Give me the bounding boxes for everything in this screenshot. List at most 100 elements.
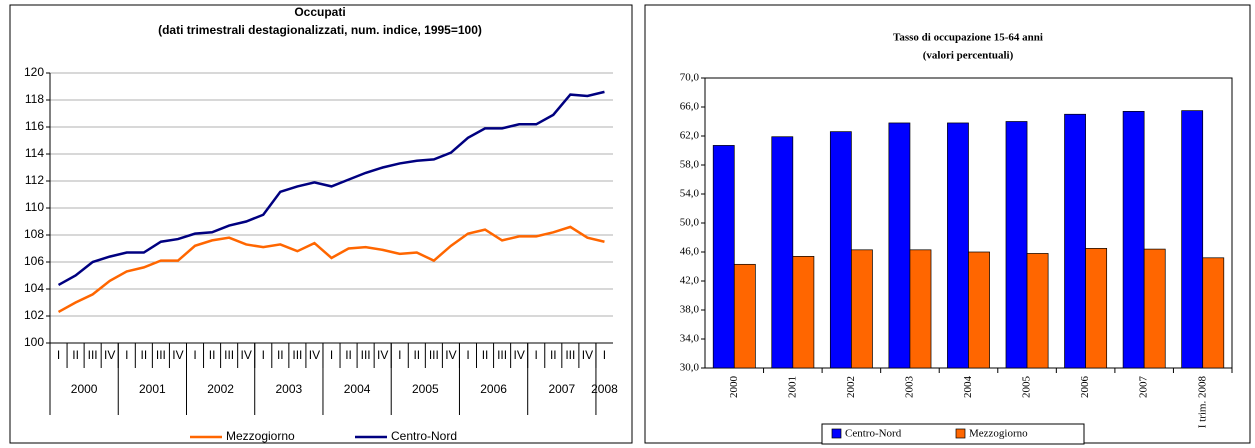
bar bbox=[712, 145, 735, 369]
x-tick-label: I trim. 2008 bbox=[1196, 376, 1208, 429]
x-tick-label: III bbox=[565, 348, 575, 362]
y-tick-label: 110 bbox=[25, 200, 44, 214]
x-tick-label: I bbox=[535, 348, 538, 362]
year-label: 2001 bbox=[139, 382, 166, 396]
x-tick-label: IV bbox=[241, 348, 252, 362]
x-tick-label: II bbox=[140, 348, 147, 362]
legend-box bbox=[821, 423, 1085, 445]
year-label: 2000 bbox=[71, 382, 98, 396]
legend-label: Centro-Nord bbox=[845, 428, 902, 440]
x-tick-label: II bbox=[482, 348, 489, 362]
x-tick-label: 2003 bbox=[903, 376, 915, 399]
y-tick-label: 108 bbox=[24, 227, 44, 241]
bar bbox=[1122, 110, 1145, 369]
x-tick-label: I bbox=[262, 348, 265, 362]
y-tick-label: 100 bbox=[24, 335, 44, 349]
x-tick-label: IV bbox=[309, 348, 320, 362]
x-tick-label: IV bbox=[172, 348, 183, 362]
bar bbox=[1202, 257, 1225, 369]
legend-swatch bbox=[955, 428, 966, 439]
y-tick-label: 116 bbox=[25, 119, 44, 133]
y-tick-label: 118 bbox=[25, 92, 44, 106]
y-tick-label: 112 bbox=[25, 173, 44, 187]
year-label: 2005 bbox=[412, 382, 439, 396]
x-tick-label: IV bbox=[377, 348, 388, 362]
bar bbox=[909, 249, 932, 369]
bar bbox=[733, 263, 756, 369]
bar bbox=[1085, 248, 1108, 369]
x-tick-label: I bbox=[398, 348, 401, 362]
year-label: 2003 bbox=[275, 382, 302, 396]
x-tick-label: 2006 bbox=[1079, 376, 1091, 399]
y-tick-label: 46,0 bbox=[680, 246, 700, 258]
bar bbox=[888, 122, 911, 369]
x-tick-label: II bbox=[277, 348, 284, 362]
y-tick-label: 102 bbox=[24, 308, 44, 322]
x-tick-label: 2000 bbox=[728, 376, 740, 399]
chart-subtitle: (dati trimestrali destagionalizzati, num… bbox=[158, 23, 482, 37]
year-label: 2006 bbox=[480, 382, 507, 396]
y-tick-label: 42,0 bbox=[680, 275, 700, 287]
x-tick-label: III bbox=[156, 348, 166, 362]
y-tick-label: 38,0 bbox=[680, 304, 700, 316]
line-series bbox=[57, 225, 605, 314]
legend-swatch bbox=[831, 428, 842, 439]
bar bbox=[1005, 121, 1028, 369]
line-series bbox=[57, 90, 605, 287]
x-tick-label: IV bbox=[104, 348, 115, 362]
bar bbox=[829, 131, 852, 369]
x-tick-label: 2001 bbox=[786, 376, 798, 398]
left-chart: Occupati (dati trimestrali destagionaliz… bbox=[9, 4, 633, 444]
chart-title: Tasso di occupazione 15-64 anni bbox=[893, 32, 1043, 44]
bar bbox=[968, 251, 990, 369]
y-tick-label: 106 bbox=[24, 254, 44, 268]
x-tick-label: 2007 bbox=[1138, 376, 1150, 399]
chart-subtitle: (valori percentuali) bbox=[923, 50, 1014, 62]
bar bbox=[771, 136, 794, 369]
y-tick-label: 58,0 bbox=[680, 159, 700, 171]
y-tick-label: 62,0 bbox=[680, 130, 700, 142]
chart-title: Occupati bbox=[294, 5, 345, 19]
x-tick-label: II bbox=[413, 348, 420, 362]
x-tick-label: I bbox=[125, 348, 128, 362]
y-tick-label: 120 bbox=[24, 65, 44, 79]
y-tick-label: 104 bbox=[24, 281, 44, 295]
x-tick-label: 2004 bbox=[962, 376, 974, 399]
y-tick-label: 70,0 bbox=[680, 72, 700, 84]
y-tick-label: 34,0 bbox=[680, 333, 700, 345]
x-tick-label: II bbox=[550, 348, 557, 362]
y-tick-label: 114 bbox=[25, 146, 44, 160]
x-tick-label: I bbox=[466, 348, 469, 362]
legend-label: Mezzogiorno bbox=[969, 428, 1028, 440]
bar bbox=[1143, 248, 1166, 369]
y-tick-label: 30,0 bbox=[680, 362, 700, 374]
x-tick-label: III bbox=[88, 348, 98, 362]
x-tick-label: I bbox=[603, 348, 606, 362]
legend-label: Centro-Nord bbox=[391, 429, 457, 443]
y-tick-label: 54,0 bbox=[680, 188, 700, 200]
right-chart: Tasso di occupazione 15-64 anni (valori … bbox=[644, 4, 1251, 445]
bar bbox=[1181, 110, 1204, 369]
x-tick-label: III bbox=[292, 348, 302, 362]
x-tick-label: III bbox=[497, 348, 507, 362]
x-tick-label: IV bbox=[513, 348, 524, 362]
x-tick-label: I bbox=[193, 348, 196, 362]
x-tick-label: III bbox=[429, 348, 439, 362]
y-tick-label: 50,0 bbox=[680, 217, 700, 229]
x-tick-label: III bbox=[224, 348, 234, 362]
x-tick-label: 2002 bbox=[845, 376, 857, 398]
x-tick-label: IV bbox=[445, 348, 456, 362]
bar bbox=[792, 256, 815, 369]
legend-label: Mezzogiorno bbox=[226, 429, 295, 443]
y-tick-label: 66,0 bbox=[680, 101, 700, 113]
year-label: 2007 bbox=[548, 382, 575, 396]
year-label: 2008 bbox=[591, 382, 618, 396]
x-tick-label: II bbox=[209, 348, 216, 362]
bar bbox=[1026, 253, 1049, 369]
year-label: 2004 bbox=[344, 382, 371, 396]
x-tick-label: I bbox=[57, 348, 60, 362]
x-tick-label: III bbox=[361, 348, 371, 362]
year-label: 2002 bbox=[207, 382, 234, 396]
